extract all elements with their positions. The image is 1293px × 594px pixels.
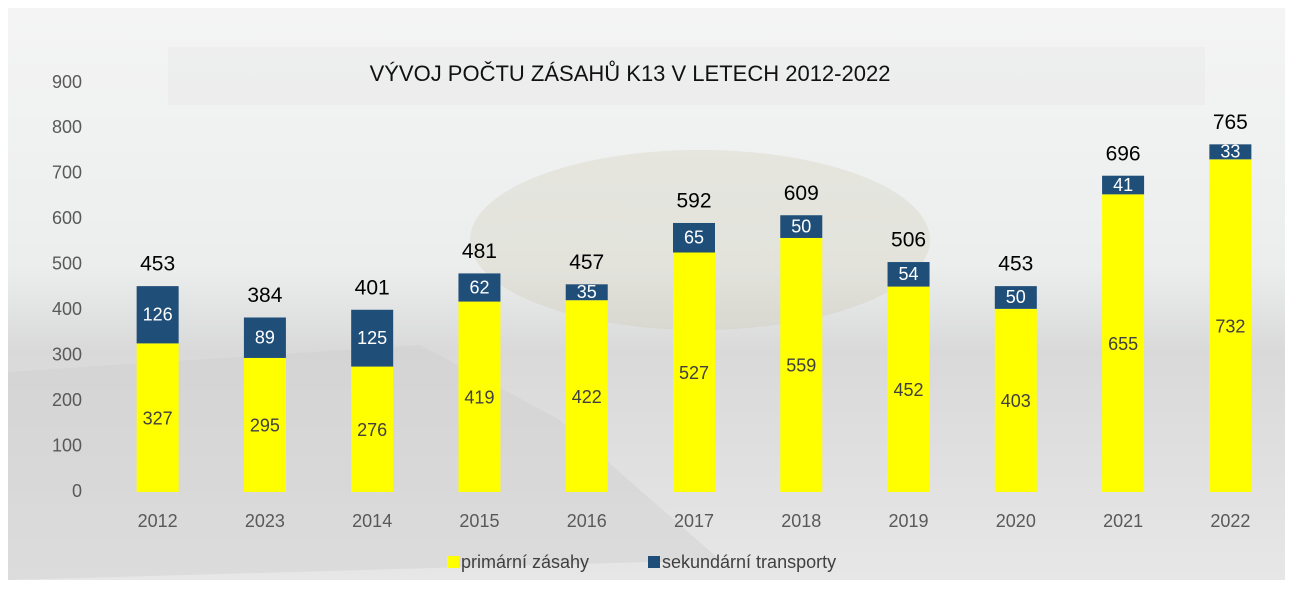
data-label: 419 — [464, 388, 494, 408]
data-label: 54 — [899, 264, 919, 284]
x-tick-label: 2014 — [352, 511, 392, 531]
total-label: 453 — [140, 253, 175, 276]
data-label: 655 — [1108, 334, 1138, 354]
data-label: 41 — [1113, 175, 1133, 195]
data-label: 403 — [1001, 391, 1031, 411]
chart: VÝVOJ POČTU ZÁSAHŮ K13 V LETECH 2012-202… — [0, 0, 1293, 594]
x-tick-label: 2023 — [245, 511, 285, 531]
data-label: 50 — [1006, 287, 1026, 307]
y-tick-label: 900 — [52, 72, 82, 92]
legend-swatch — [648, 556, 660, 568]
total-label: 453 — [998, 253, 1033, 276]
total-label: 765 — [1213, 111, 1248, 134]
x-tick-label: 2021 — [1103, 511, 1143, 531]
x-tick-label: 2016 — [567, 511, 607, 531]
data-label: 295 — [250, 416, 280, 436]
y-tick-label: 400 — [52, 299, 82, 319]
data-label: 65 — [684, 227, 704, 247]
total-label: 384 — [247, 284, 282, 307]
page: VÝVOJ POČTU ZÁSAHŮ K13 V LETECH 2012-202… — [0, 0, 1293, 594]
legend-label: primární zásahy — [461, 552, 589, 572]
x-tick-label: 2015 — [459, 511, 499, 531]
x-tick-label: 2020 — [996, 511, 1036, 531]
y-tick-label: 600 — [52, 208, 82, 228]
data-label: 732 — [1215, 316, 1245, 336]
data-label: 276 — [357, 420, 387, 440]
chart-title: VÝVOJ POČTU ZÁSAHŮ K13 V LETECH 2012-202… — [370, 61, 891, 86]
x-tick-label: 2022 — [1210, 511, 1250, 531]
total-label: 609 — [784, 182, 819, 205]
total-label: 696 — [1106, 142, 1141, 165]
legend-swatch — [447, 556, 459, 568]
y-tick-label: 500 — [52, 254, 82, 274]
x-tick-label: 2017 — [674, 511, 714, 531]
x-tick-label: 2012 — [138, 511, 178, 531]
data-label: 422 — [572, 387, 602, 407]
y-tick-label: 800 — [52, 117, 82, 137]
data-label: 125 — [357, 328, 387, 348]
total-label: 592 — [676, 190, 711, 213]
data-label: 89 — [255, 327, 275, 347]
data-label: 50 — [791, 216, 811, 236]
data-label: 327 — [143, 408, 173, 428]
total-label: 457 — [569, 251, 604, 274]
y-tick-label: 0 — [72, 481, 82, 501]
x-tick-label: 2019 — [889, 511, 929, 531]
x-tick-label: 2018 — [781, 511, 821, 531]
data-label: 126 — [143, 305, 173, 325]
y-tick-label: 700 — [52, 163, 82, 183]
legend-label: sekundární transporty — [662, 552, 836, 572]
data-label: 527 — [679, 363, 709, 383]
total-label: 481 — [462, 240, 497, 263]
data-label: 452 — [894, 380, 924, 400]
y-tick-label: 200 — [52, 390, 82, 410]
total-label: 401 — [355, 276, 390, 299]
data-label: 33 — [1220, 142, 1240, 162]
y-tick-label: 300 — [52, 344, 82, 364]
data-label: 62 — [469, 277, 489, 297]
data-label: 35 — [577, 282, 597, 302]
total-label: 506 — [891, 229, 926, 252]
data-label: 559 — [786, 356, 816, 376]
y-tick-label: 100 — [52, 435, 82, 455]
